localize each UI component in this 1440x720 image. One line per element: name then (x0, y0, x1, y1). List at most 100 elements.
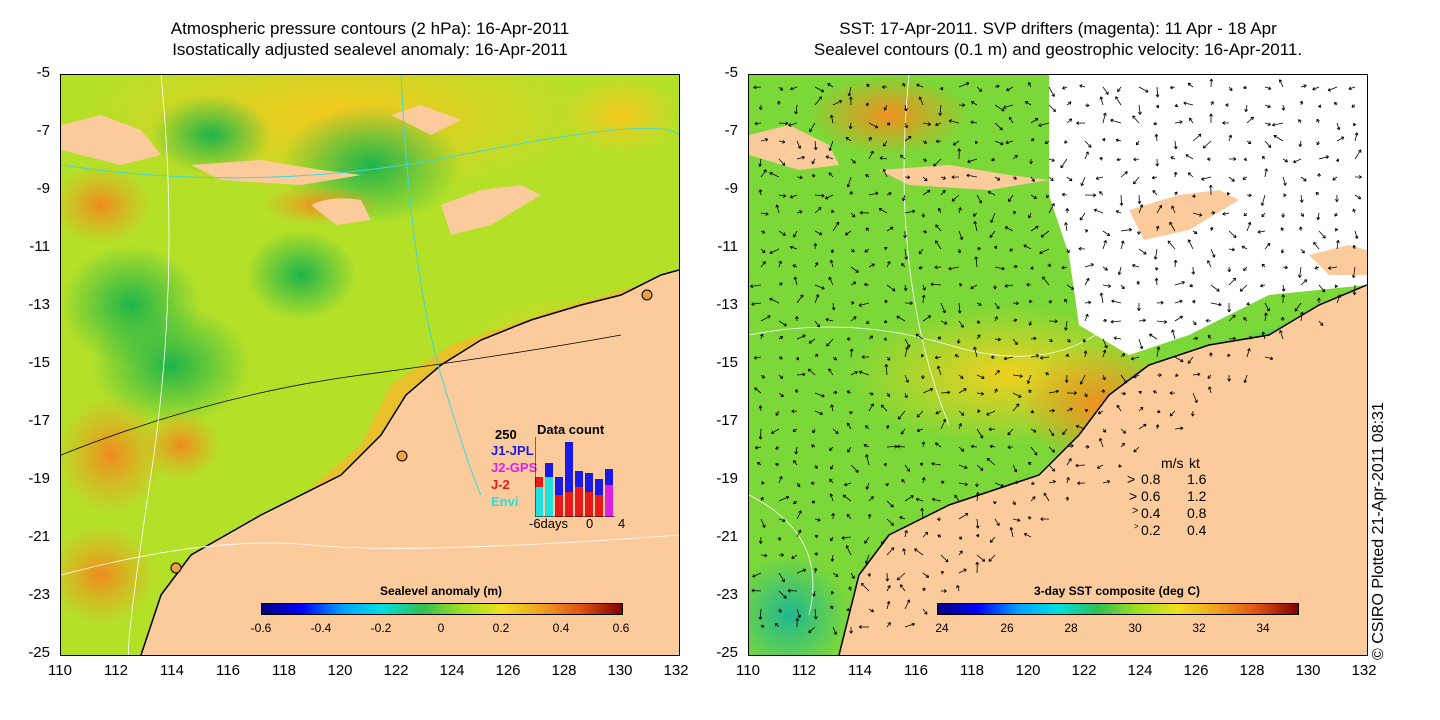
velocity-arrow (830, 536, 834, 542)
velocity-arrow (1354, 132, 1359, 142)
velocity-arrow (1137, 302, 1141, 311)
velocity-arrow (1174, 373, 1179, 378)
velocity-arrow (1064, 374, 1069, 383)
left-cb-tick-6: 0.6 (612, 621, 630, 635)
velocity-arrow (1282, 158, 1288, 163)
velocity-arrow (1038, 122, 1050, 127)
velocity-arrow (811, 500, 816, 504)
velocity-arrow (1239, 284, 1248, 292)
velocity-arrow (937, 207, 942, 214)
left-xtick-5: 120 (327, 662, 353, 679)
left-cb-tick-4: 0.2 (492, 621, 510, 635)
velocity-arrow (878, 207, 888, 214)
velocity-arrow (1082, 338, 1087, 343)
velocity-arrow (1084, 409, 1089, 413)
velocity-arrow (1062, 86, 1068, 90)
velocity-arrow (830, 554, 835, 562)
velocity-arrow (1169, 85, 1176, 90)
velocity-arrow (1154, 133, 1159, 142)
velocity-arrow (1115, 210, 1122, 214)
velocity-arrow (814, 284, 825, 290)
velocity-arrow (915, 333, 924, 340)
velocity-arrow (922, 587, 926, 592)
velocity-arrow (796, 608, 801, 619)
velocity-arrow (922, 189, 931, 196)
velocity-arrow (1243, 374, 1248, 384)
velocity-arrow (1101, 389, 1106, 394)
velocity-arrow (901, 479, 906, 484)
inset-legend-j1: J1-JPL (491, 443, 534, 458)
velocity-arrow (993, 500, 997, 505)
velocity-arrow (994, 266, 1005, 271)
velocity-arrow (1030, 496, 1036, 502)
velocity-arrow (1030, 266, 1034, 270)
velocity-header-kt: kt (1189, 455, 1200, 471)
velocity-arrow (1120, 428, 1127, 434)
velocity-kt-3: 0.4 (1187, 522, 1207, 538)
velocity-arrow (796, 334, 806, 340)
velocity-arrow (1102, 338, 1108, 349)
velocity-arrow (1209, 113, 1213, 124)
velocity-arrow (904, 374, 909, 383)
velocity-arrow (758, 536, 763, 544)
velocity-arrow (1118, 464, 1122, 468)
velocity-arrow (1173, 171, 1178, 178)
velocity-arrow (832, 221, 840, 232)
velocity-arrow (1298, 119, 1302, 124)
velocity-arrow (958, 320, 964, 328)
velocity-arrow (1352, 244, 1357, 250)
velocity-arrow (808, 626, 816, 633)
velocity-arrow (940, 320, 948, 325)
velocity-arrow (758, 608, 763, 620)
velocity-arrow (922, 140, 928, 144)
velocity-arrow (1333, 102, 1338, 106)
velocity-arrow (864, 282, 870, 287)
velocity-arrow (994, 84, 1000, 89)
velocity-arrow (956, 338, 961, 344)
velocity-arrow (1116, 157, 1122, 162)
right-xtick-11: 132 (1351, 662, 1377, 679)
velocity-arrow (1222, 121, 1230, 125)
velocity-arrow (1012, 176, 1017, 180)
velocity-arrow (1174, 299, 1183, 304)
velocity-arrow (921, 354, 925, 358)
velocity-arrow (1246, 348, 1251, 358)
velocity-arrow (1354, 194, 1362, 200)
right-map-graphic (749, 75, 1367, 655)
velocity-arrow (868, 403, 874, 412)
velocity-arrow (976, 374, 985, 379)
velocity-arrow (904, 346, 909, 358)
velocity-arrow (1281, 284, 1286, 292)
velocity-arrow (793, 460, 798, 466)
velocity-arrow (904, 530, 908, 538)
velocity-arrow (973, 221, 978, 232)
copyright-label: © CSIRO Plotted 21-Apr-2011 08:31 (1370, 402, 1387, 660)
velocity-arrow (1227, 374, 1231, 382)
velocity-arrow (1281, 212, 1285, 218)
left-xtick-8: 126 (495, 662, 521, 679)
velocity-arrow (758, 189, 763, 196)
velocity-arrow (1078, 246, 1086, 251)
velocity-arrow (940, 480, 945, 485)
velocity-arrow (990, 212, 996, 223)
velocity-arrow (1174, 281, 1185, 286)
velocity-arrow (1264, 140, 1272, 148)
velocity-arrow (1012, 392, 1022, 398)
velocity-arrow (1316, 212, 1321, 221)
velocity-arrow (814, 518, 821, 522)
velocity-arrow (861, 355, 870, 359)
velocity-arrow (1279, 330, 1284, 340)
velocity-arrow (828, 172, 834, 178)
velocity-arrow (1174, 120, 1183, 124)
velocity-arrow (971, 101, 978, 106)
velocity-arrow (1138, 248, 1147, 255)
velocity-arrow (904, 209, 916, 214)
velocity-arrow (1294, 302, 1302, 312)
velocity-arrow (758, 158, 762, 167)
right-xtick-8: 126 (1183, 662, 1209, 679)
velocity-arrow (916, 410, 924, 418)
velocity-arrow (991, 157, 996, 162)
velocity-arrow (1132, 115, 1140, 124)
velocity-arrow (1099, 292, 1104, 304)
velocity-arrow (1173, 259, 1178, 268)
